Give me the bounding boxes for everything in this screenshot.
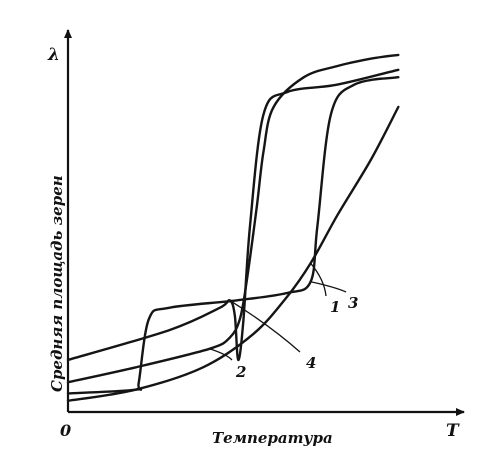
curve-3: [66, 76, 400, 395]
curve-2: [66, 53, 400, 384]
y-axis-label: Средняя площадь зерен: [48, 175, 66, 392]
leader-line-2: [209, 348, 233, 361]
leader-line-4: [229, 299, 301, 353]
curve-label-2: 2: [235, 363, 246, 381]
curve-labels-group: 1 2 3 4: [209, 262, 358, 381]
curve-1: [66, 105, 400, 402]
curve-label-1: 1: [330, 298, 340, 316]
leader-line-1: [310, 262, 327, 297]
curve-4: [66, 68, 400, 362]
x-axis-symbol: T: [446, 421, 460, 441]
curve-label-4: 4: [306, 354, 316, 372]
curve-label-3: 3: [348, 294, 358, 312]
curves-group: [66, 53, 400, 402]
origin-label: 0: [60, 421, 71, 440]
leader-line-3: [310, 281, 347, 293]
x-axis-label: Температура: [212, 429, 333, 447]
y-axis-symbol: λ: [47, 45, 60, 65]
